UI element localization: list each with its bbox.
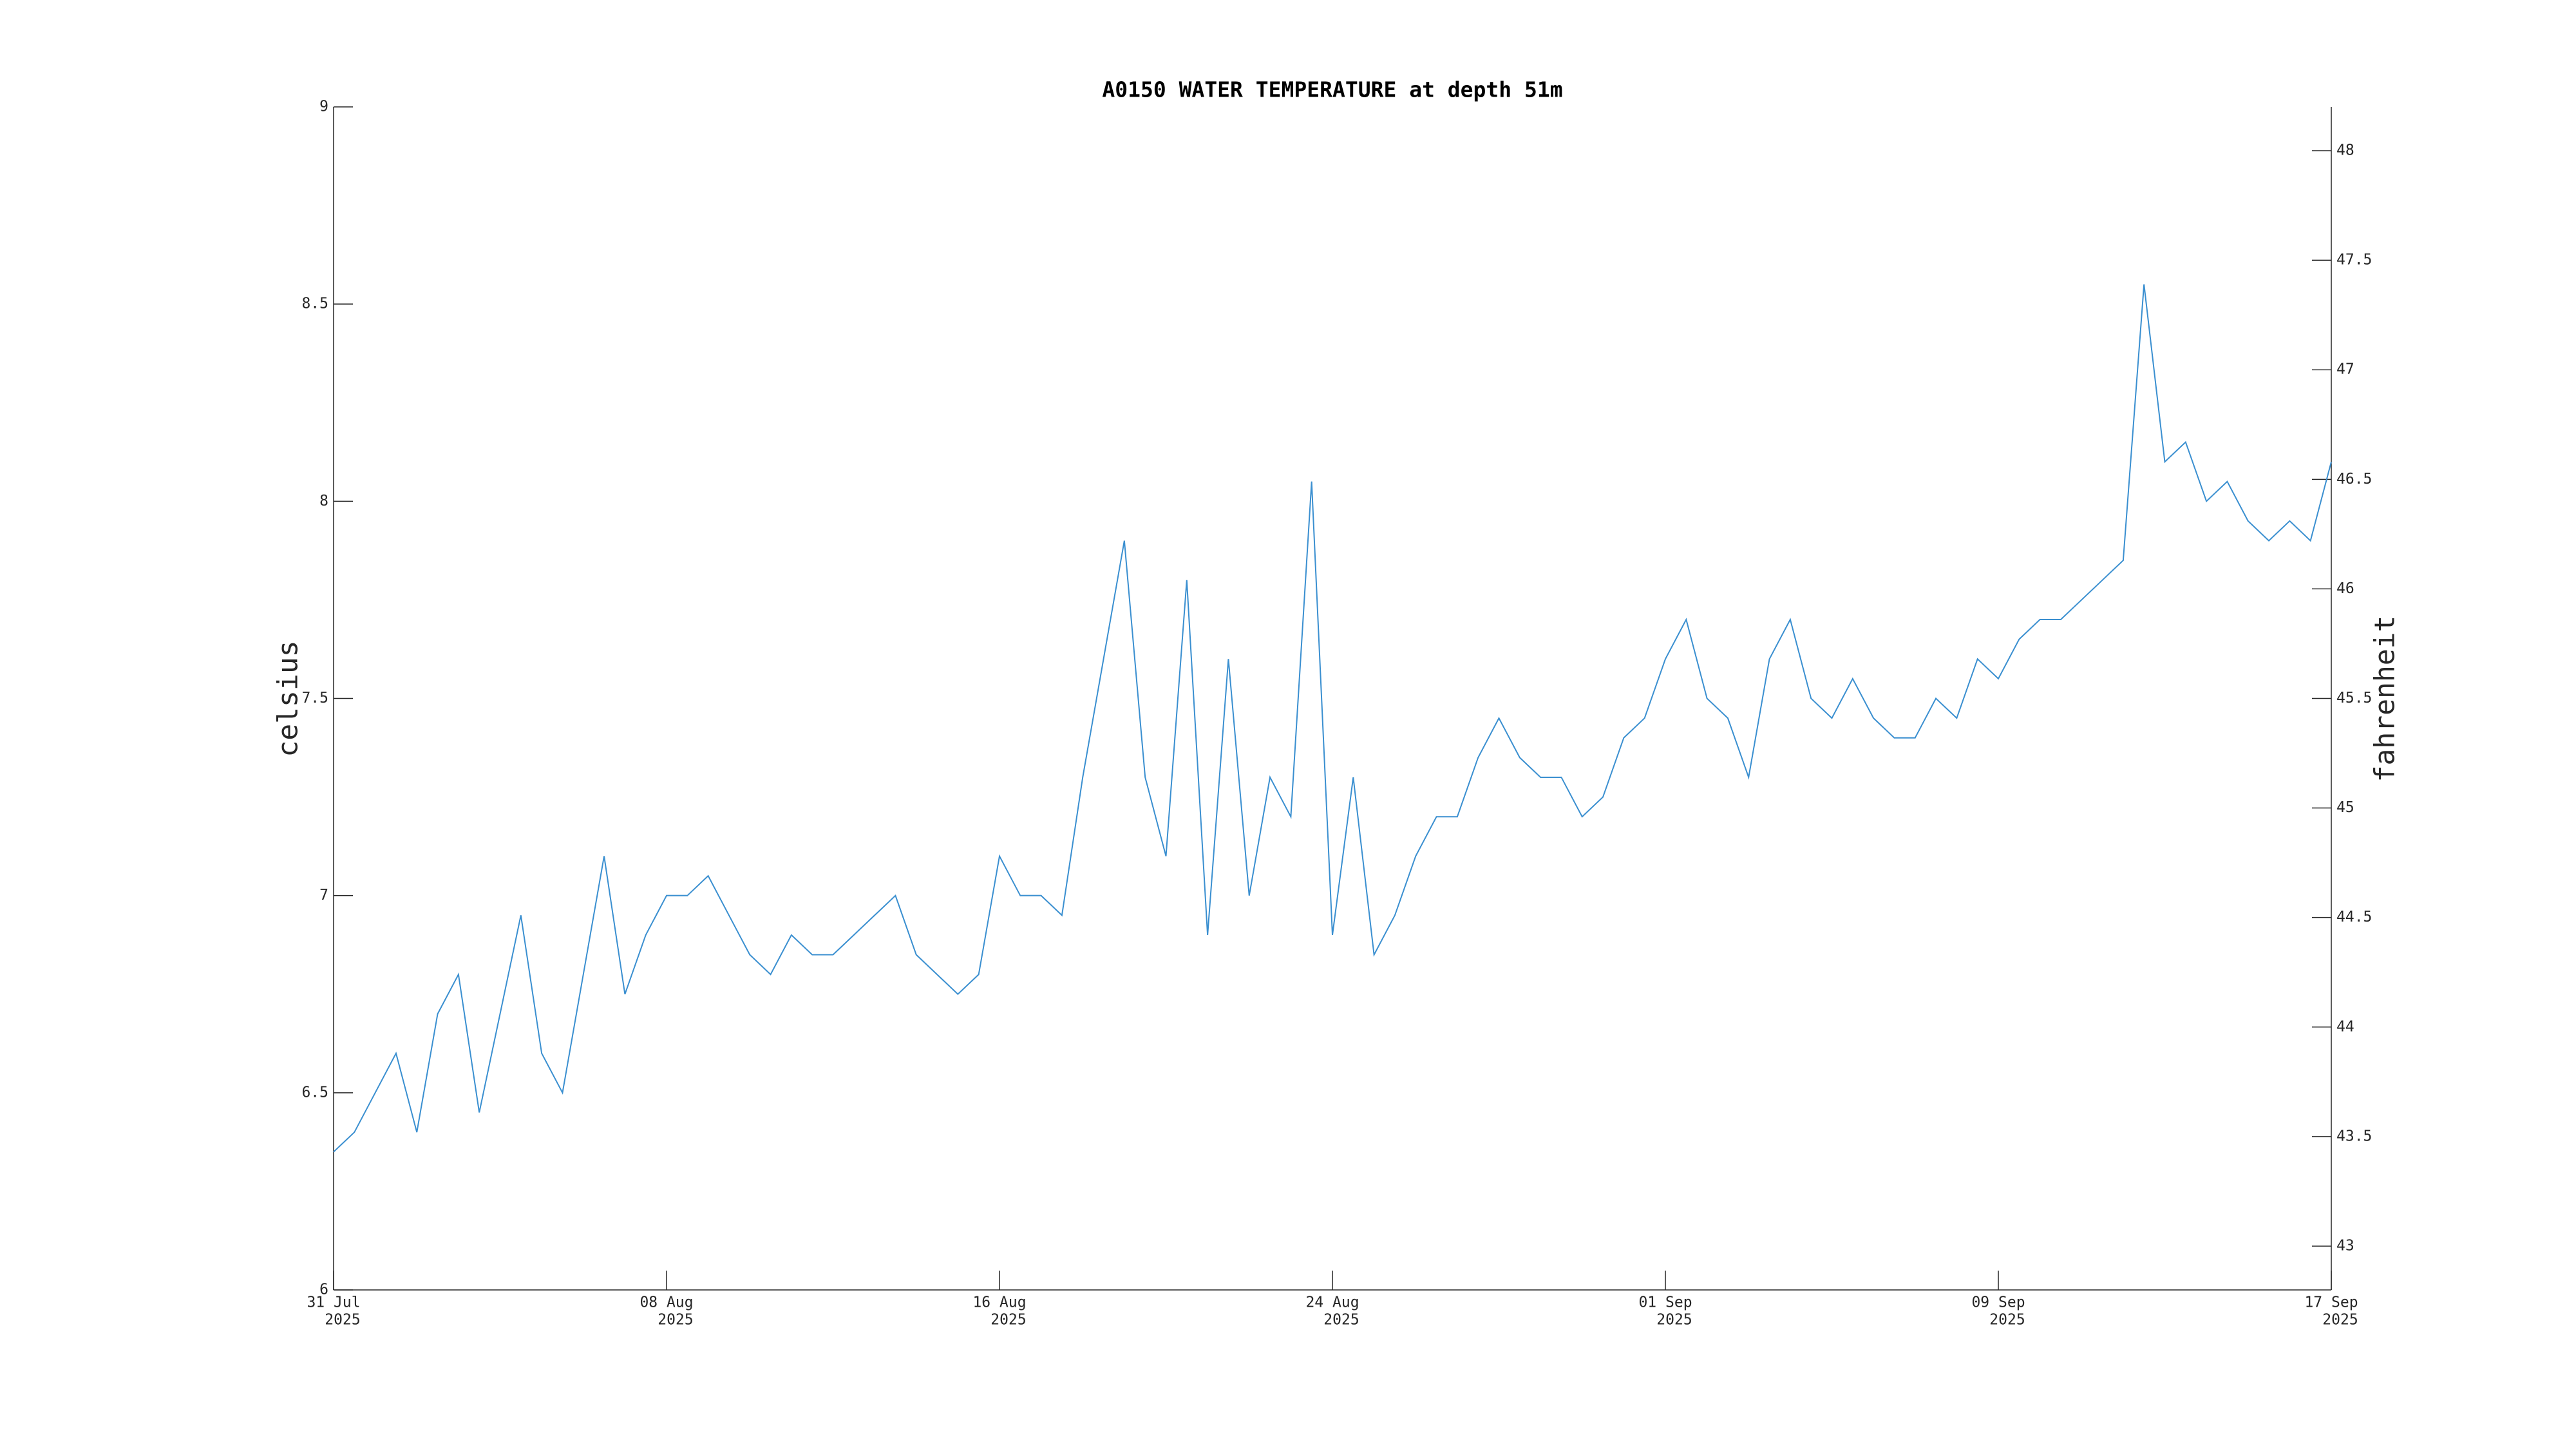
y2-tick-label: 46: [2336, 580, 2354, 597]
y-tick-label: 8: [319, 493, 328, 509]
x-tick-label: 01 Sep: [1638, 1294, 1692, 1311]
data-line: [333, 284, 2332, 1153]
x-tick-label: 24 Aug: [1305, 1294, 1359, 1311]
y-tick-label: 8.5: [301, 296, 328, 312]
x-tick-label: 17 Sep: [2304, 1294, 2358, 1311]
y-tick-label: 9: [319, 99, 328, 115]
y2-tick-label: 45: [2336, 799, 2354, 816]
y2-axis-label: fahrenheit: [2369, 616, 2401, 782]
y-tick-label: 7.5: [301, 690, 328, 706]
x-tick-label: 08 Aug: [639, 1294, 693, 1311]
y-axis-label: celsius: [272, 640, 305, 757]
y2-tick-label: 48: [2336, 142, 2354, 159]
y-tick-label: 6: [319, 1282, 328, 1298]
x-tick-label-year: 2025: [325, 1312, 360, 1329]
chart-title: A0150 WATER TEMPERATURE at depth 51m: [1102, 77, 1562, 102]
y2-tick-label: 47.5: [2336, 252, 2372, 269]
y2-tick-label: 45.5: [2336, 690, 2372, 706]
x-tick-label-year: 2025: [1989, 1312, 2025, 1329]
x-tick-label: 31 Jul: [307, 1294, 360, 1311]
y2-tick-label: 43.5: [2336, 1128, 2372, 1144]
x-tick-label-year: 2025: [2322, 1312, 2358, 1329]
y2-tick-label: 46.5: [2336, 471, 2372, 488]
y2-tick-label: 44.5: [2336, 909, 2372, 925]
x-tick-label-year: 2025: [1323, 1312, 1359, 1329]
x-tick-label-year: 2025: [990, 1312, 1026, 1329]
y2-tick-label: 43: [2336, 1237, 2354, 1254]
x-tick-label-year: 2025: [1656, 1312, 1692, 1329]
x-tick-label: 16 Aug: [972, 1294, 1026, 1311]
x-tick-label-year: 2025: [658, 1312, 693, 1329]
y-tick-label: 6.5: [301, 1084, 328, 1101]
y2-tick-label: 44: [2336, 1018, 2354, 1035]
y2-tick-label: 47: [2336, 361, 2354, 378]
y-tick-label: 7: [319, 887, 328, 904]
x-tick-label: 09 Sep: [1971, 1294, 2025, 1311]
